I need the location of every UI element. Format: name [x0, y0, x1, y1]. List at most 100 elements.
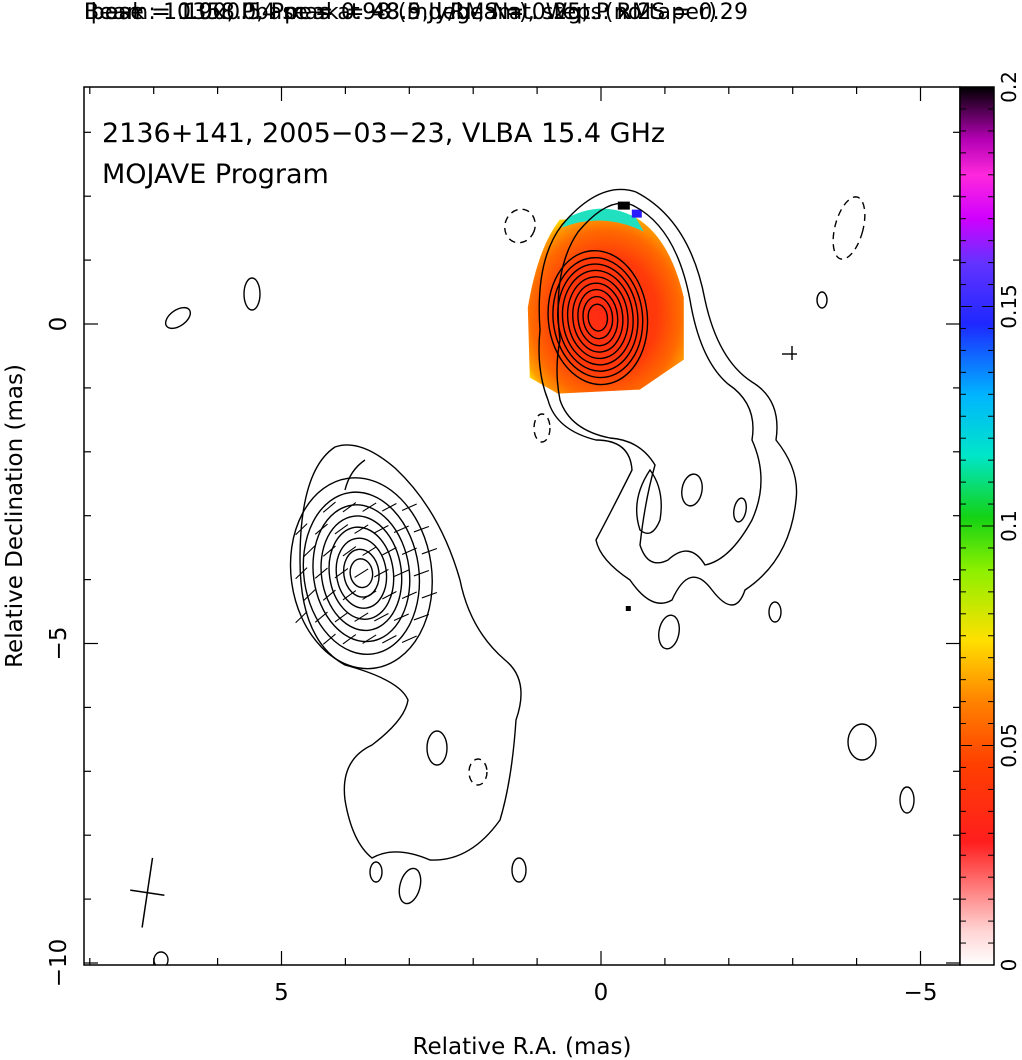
positive-contour — [768, 601, 782, 623]
colorbar-tick-label: 0.2 — [997, 71, 1021, 103]
evpa-tick — [334, 568, 349, 579]
contour-line — [572, 282, 624, 353]
evpa-tick — [322, 501, 336, 513]
header-line-2: Ibase = 0.90, Pbase = 0.98 (mJy/beam), s… — [84, 0, 652, 25]
evpa-tick — [295, 611, 308, 624]
colorbar-tick-label: 0.05 — [997, 723, 1021, 768]
positive-contour — [511, 857, 527, 883]
positive-contour — [658, 614, 680, 650]
colorbar-tick-label: 0.1 — [997, 510, 1021, 542]
contour-line — [538, 188, 798, 606]
positive-contour — [398, 867, 422, 905]
evpa-tick — [342, 590, 357, 601]
evpa-tick — [393, 569, 409, 577]
evpa-tick — [393, 613, 409, 621]
evpa-tick — [393, 525, 409, 533]
evpa-tick — [374, 524, 389, 534]
contour-line — [577, 288, 619, 347]
plot-frame — [83, 86, 961, 966]
evpa-tick — [303, 545, 316, 558]
x-axis-label: Relative R.A. (mas) — [413, 1034, 632, 1060]
evpa-tick — [382, 590, 397, 600]
map-area — [130, 188, 915, 965]
contour-line — [566, 276, 629, 360]
evpa-tick — [354, 568, 369, 578]
evpa-tick — [421, 547, 438, 555]
evpa-tick — [322, 589, 336, 601]
evpa-tick — [314, 523, 328, 535]
evpa-tick — [374, 612, 389, 622]
evpa-tick — [342, 634, 357, 645]
positive-contour — [899, 786, 915, 814]
evpa-tick — [362, 502, 377, 512]
y-tick-label: −5 — [46, 627, 72, 661]
contour-line — [552, 256, 644, 379]
positive-contour — [733, 497, 747, 523]
contour-line — [635, 468, 662, 534]
contour-line — [342, 548, 380, 598]
contour-line — [349, 558, 374, 589]
positive-contour — [243, 277, 261, 311]
evpa-tick — [362, 634, 377, 644]
evpa-tick — [342, 546, 357, 557]
small-contours — [153, 196, 915, 965]
evpa-tick — [334, 524, 349, 535]
core-contours — [547, 249, 649, 386]
evpa-vectors — [295, 501, 438, 645]
negative-contour — [533, 413, 551, 443]
contour-line — [299, 444, 522, 861]
positive-contour — [816, 291, 828, 309]
chart-title: 2136+141, 2005−03−23, VLBA 15.4 GHz — [102, 118, 665, 149]
component-outer-contours — [299, 444, 522, 861]
positive-contour — [164, 306, 192, 330]
evpa-tick — [413, 613, 430, 621]
negative-contour — [832, 196, 866, 260]
y-axis-label: Relative Declination (mas) — [2, 364, 28, 668]
contour-line — [587, 303, 609, 332]
tick-labels: 5 0 −5 0 −5 −10 — [46, 317, 937, 1006]
evpa-tick — [314, 567, 328, 579]
core-polarization-edge — [561, 208, 644, 232]
evpa-tick — [401, 591, 417, 599]
evpa-tick — [354, 524, 369, 534]
negative-contour — [504, 208, 536, 244]
contour-line — [289, 477, 433, 670]
y-tick-label: 0 — [46, 317, 72, 332]
x-tick-label: 0 — [594, 980, 609, 1006]
evpa-tick — [401, 503, 417, 511]
evpa-tick — [401, 547, 417, 555]
evpa-tick — [303, 589, 316, 602]
beam-minor-axis — [130, 889, 165, 897]
contour-line — [344, 459, 366, 491]
evpa-tick — [382, 546, 397, 556]
colorbar-tick-labels: 0 0.05 0.1 0.15 0.2 — [997, 71, 1021, 971]
evpa-tick — [421, 591, 438, 599]
evpa-tick — [314, 611, 328, 623]
contour-line — [328, 526, 395, 621]
evpa-tick — [374, 568, 389, 578]
evpa-tick — [382, 634, 397, 644]
contour-line — [556, 202, 762, 566]
colorbar-tick-label: 0.15 — [997, 284, 1021, 329]
evpa-tick — [322, 633, 336, 645]
negative-contour — [468, 758, 488, 786]
evpa-tick — [295, 567, 308, 580]
evpa-tick — [413, 525, 430, 533]
x-tick-label: 5 — [274, 980, 289, 1006]
chart-subtitle: MOJAVE Program — [102, 159, 329, 190]
contour-line — [582, 295, 614, 340]
core-polarization-peak — [617, 201, 630, 210]
header-line-3: Beam: 1.10x0.54 mas at −8.5 deg., Nat. W… — [84, 0, 718, 25]
contour-line — [561, 269, 634, 366]
evpa-tick — [354, 612, 369, 622]
jet-contours — [538, 188, 798, 606]
evpa-tick — [334, 612, 349, 623]
x-tick-label: −5 — [904, 980, 938, 1006]
evpa-tick — [401, 635, 417, 643]
positive-contour — [369, 861, 383, 883]
contour-line — [547, 249, 649, 386]
evpa-tick — [362, 590, 377, 600]
evpa-tick — [295, 523, 308, 536]
colorbar-tick-label: 0 — [997, 959, 1021, 972]
positive-contour — [426, 730, 448, 766]
